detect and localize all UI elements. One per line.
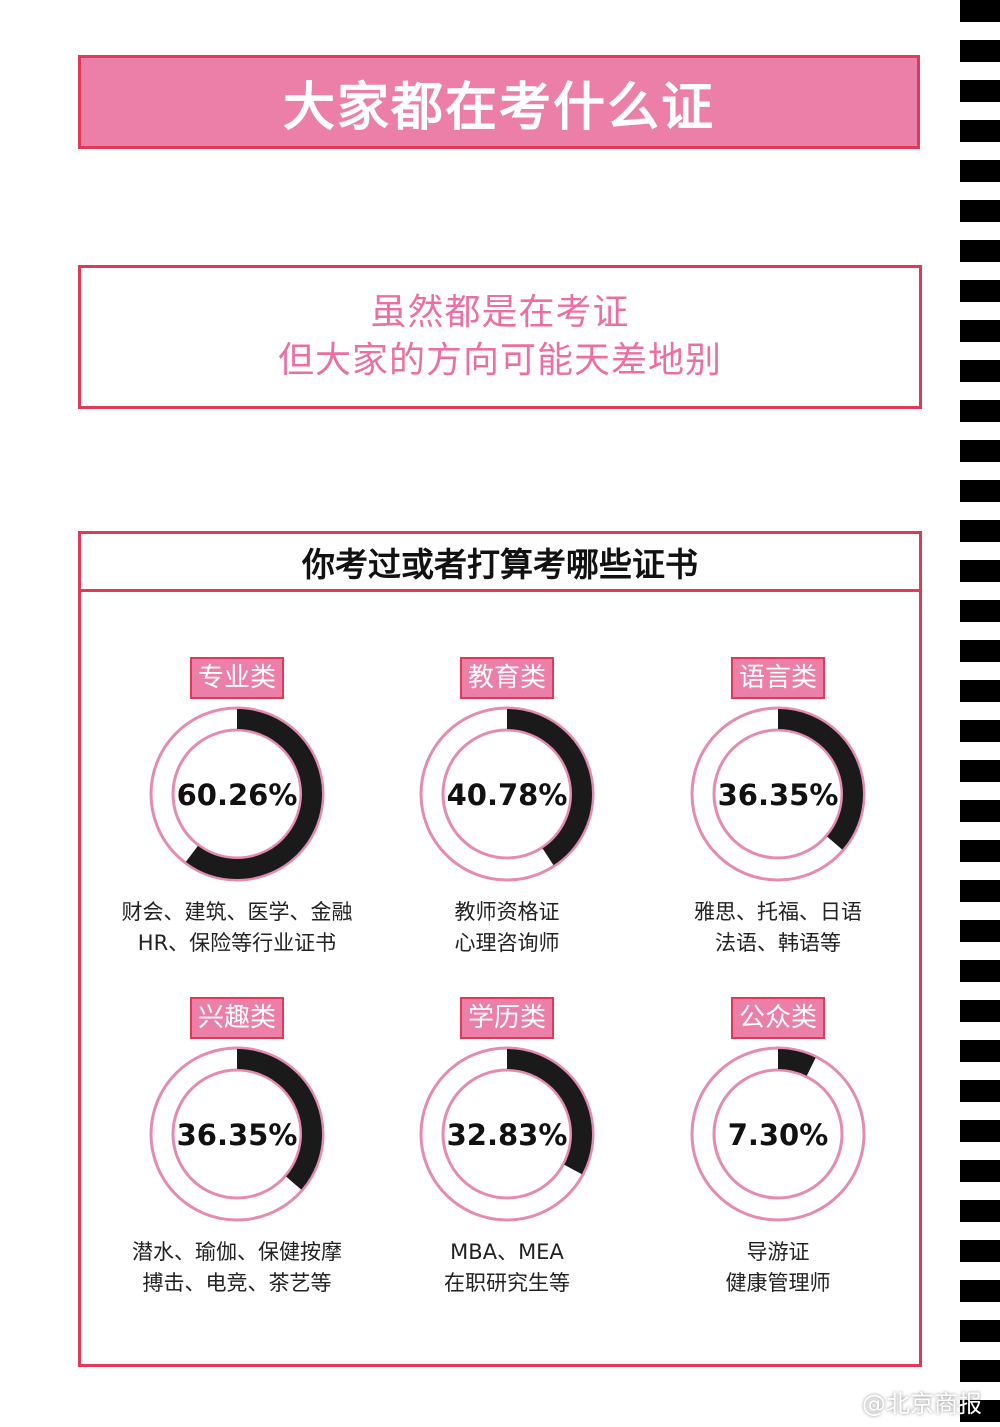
donut-chart: 36.35% [690, 706, 866, 882]
subtitle-line-1: 虽然都是在考证 [370, 292, 630, 333]
category-description: 教师资格证 心理咨询师 [372, 897, 642, 959]
description-line-1: MBA、MEA [450, 1240, 564, 1264]
donut-outer-ring [419, 1046, 595, 1222]
description-line-2: 健康管理师 [725, 1271, 831, 1295]
watermark: @北京商报 [862, 1390, 982, 1418]
donut-value-label: 60.26% [177, 778, 298, 812]
donut-chart: 40.78% [419, 706, 595, 882]
description-line-2: 搏击、电竞、茶艺等 [142, 1271, 332, 1295]
donut-value-arc [422, 1049, 592, 1219]
donut-outer-ring [149, 1046, 325, 1222]
donut-value-label: 36.35% [177, 1118, 298, 1152]
category-tag: 语言类 [730, 657, 826, 699]
donut-chart: 36.35% [149, 1046, 325, 1222]
description-line-2: 在职研究生等 [444, 1271, 570, 1295]
donut-chart: 7.30% [690, 1046, 866, 1222]
subtitle-box: 虽然都是在考证 但大家的方向可能天差地别 [78, 265, 922, 409]
page-title-banner: 大家都在考什么证 [78, 55, 920, 149]
category-tag: 专业类 [189, 657, 285, 699]
description-line-1: 雅思、托福、日语 [694, 900, 862, 924]
category-description: 财会、建筑、医学、金融 HR、保险等行业证书 [102, 897, 372, 959]
panel-header: 你考过或者打算考哪些证书 [81, 534, 919, 592]
category-description: 雅思、托福、日语 法语、韩语等 [643, 897, 913, 959]
category-tag: 兴趣类 [189, 997, 285, 1039]
donut-inner-ring [171, 728, 303, 860]
donut-outer-ring [149, 706, 325, 882]
donut-value-arc [152, 1049, 322, 1219]
donut-value-arc [422, 709, 592, 879]
survey-panel: 你考过或者打算考哪些证书 专业类 60.26% 财会、建筑、医学、金融 HR、保… [78, 531, 922, 1367]
donut-inner-ring [441, 1068, 573, 1200]
donut-inner-ring [171, 1068, 303, 1200]
description-line-1: 财会、建筑、医学、金融 [121, 900, 353, 924]
decorative-stripes [960, 0, 1000, 1427]
category-description: 导游证 健康管理师 [643, 1237, 913, 1299]
category-tag: 教育类 [459, 657, 555, 699]
description-line-2: 法语、韩语等 [715, 931, 841, 955]
description-line-1: 潜水、瑜伽、保健按摩 [132, 1240, 342, 1264]
donut-outer-ring [690, 706, 866, 882]
donut-outer-ring [690, 1046, 866, 1222]
donut-value-arc [152, 709, 322, 879]
description-line-1: 导游证 [746, 1240, 810, 1264]
page-title: 大家都在考什么证 [282, 76, 715, 138]
donut-chart: 60.26% [149, 706, 325, 882]
donut-inner-ring [712, 1068, 844, 1200]
donut-inner-ring [712, 728, 844, 860]
donut-inner-ring [441, 728, 573, 860]
description-line-2: 心理咨询师 [454, 931, 560, 955]
description-line-2: HR、保险等行业证书 [137, 931, 337, 955]
donut-value-arc [693, 709, 863, 879]
category-description: 潜水、瑜伽、保健按摩 搏击、电竞、茶艺等 [102, 1237, 372, 1299]
survey-question: 你考过或者打算考哪些证书 [302, 544, 698, 584]
donut-value-arc [693, 1049, 863, 1219]
category-description: MBA、MEA 在职研究生等 [372, 1237, 642, 1299]
category-tag: 学历类 [459, 997, 555, 1039]
donut-chart: 32.83% [419, 1046, 595, 1222]
description-line-1: 教师资格证 [454, 900, 560, 924]
category-tag: 公众类 [730, 997, 826, 1039]
donut-value-label: 32.83% [447, 1118, 568, 1152]
donut-value-label: 36.35% [718, 778, 839, 812]
donut-outer-ring [419, 706, 595, 882]
donut-value-label: 7.30% [728, 1118, 829, 1152]
subtitle-line-2: 但大家的方向可能天差地别 [277, 340, 722, 381]
donut-value-label: 40.78% [447, 778, 568, 812]
